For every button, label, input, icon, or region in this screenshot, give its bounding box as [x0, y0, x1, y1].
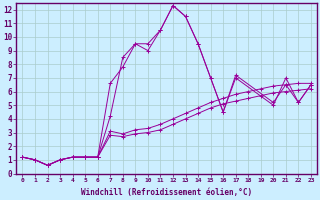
X-axis label: Windchill (Refroidissement éolien,°C): Windchill (Refroidissement éolien,°C) — [81, 188, 252, 197]
